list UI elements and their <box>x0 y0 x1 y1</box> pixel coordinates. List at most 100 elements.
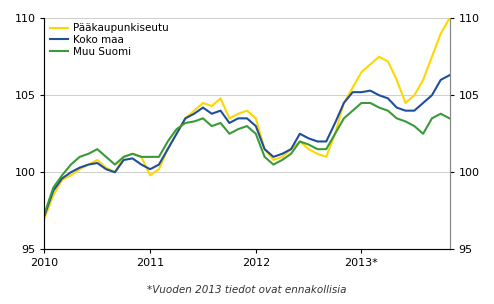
Muu Suomi <box>420 132 426 136</box>
Koko maa <box>77 166 82 169</box>
Koko maa <box>41 214 47 217</box>
Koko maa <box>315 140 321 143</box>
Koko maa <box>121 158 126 162</box>
Pääkaupunkiseutu <box>138 155 144 159</box>
Pääkaupunkiseutu <box>244 109 250 112</box>
Pääkaupunkiseutu <box>165 147 171 151</box>
Muu Suomi <box>341 116 347 120</box>
Pääkaupunkiseutu <box>112 171 118 174</box>
Muu Suomi <box>112 163 118 166</box>
Muu Suomi <box>412 124 417 128</box>
Koko maa <box>332 121 338 125</box>
Pääkaupunkiseutu <box>103 166 109 169</box>
Pääkaupunkiseutu <box>447 16 453 20</box>
Legend: Pääkaupunkiseutu, Koko maa, Muu Suomi: Pääkaupunkiseutu, Koko maa, Muu Suomi <box>47 21 170 59</box>
Pääkaupunkiseutu <box>200 101 206 105</box>
Koko maa <box>368 89 373 92</box>
Line: Pääkaupunkiseutu: Pääkaupunkiseutu <box>44 18 450 219</box>
Koko maa <box>85 163 91 166</box>
Koko maa <box>209 112 215 116</box>
Muu Suomi <box>138 155 144 159</box>
Muu Suomi <box>85 152 91 156</box>
Koko maa <box>226 121 232 125</box>
Muu Suomi <box>297 140 303 143</box>
Muu Suomi <box>438 112 444 116</box>
Pääkaupunkiseutu <box>173 132 179 136</box>
Muu Suomi <box>165 140 171 143</box>
Muu Suomi <box>103 155 109 159</box>
Muu Suomi <box>173 127 179 131</box>
Muu Suomi <box>147 155 153 159</box>
Pääkaupunkiseutu <box>350 86 356 89</box>
Koko maa <box>323 140 329 143</box>
Muu Suomi <box>121 155 126 159</box>
Pääkaupunkiseutu <box>323 155 329 159</box>
Pääkaupunkiseutu <box>191 109 197 112</box>
Koko maa <box>270 155 276 159</box>
Pääkaupunkiseutu <box>438 32 444 36</box>
Koko maa <box>420 101 426 105</box>
Muu Suomi <box>279 158 285 162</box>
Koko maa <box>438 78 444 82</box>
Muu Suomi <box>376 106 382 109</box>
Muu Suomi <box>59 174 65 177</box>
Muu Suomi <box>350 109 356 112</box>
Muu Suomi <box>394 116 400 120</box>
Pääkaupunkiseutu <box>41 217 47 220</box>
Pääkaupunkiseutu <box>420 78 426 82</box>
Muu Suomi <box>315 147 321 151</box>
Koko maa <box>350 90 356 94</box>
Koko maa <box>200 106 206 109</box>
Pääkaupunkiseutu <box>85 163 91 166</box>
Pääkaupunkiseutu <box>59 178 65 182</box>
Muu Suomi <box>191 119 197 123</box>
Pääkaupunkiseutu <box>368 63 373 66</box>
Koko maa <box>279 152 285 156</box>
Muu Suomi <box>306 143 312 146</box>
Muu Suomi <box>244 124 250 128</box>
Muu Suomi <box>226 132 232 136</box>
Koko maa <box>403 109 409 112</box>
Pääkaupunkiseutu <box>226 116 232 120</box>
Koko maa <box>359 90 365 94</box>
Koko maa <box>429 93 435 97</box>
Koko maa <box>412 109 417 112</box>
Muu Suomi <box>182 121 188 125</box>
Koko maa <box>165 147 171 151</box>
Koko maa <box>262 147 268 151</box>
Pääkaupunkiseutu <box>341 101 347 105</box>
Muu Suomi <box>447 116 453 120</box>
Koko maa <box>288 147 294 151</box>
Pääkaupunkiseutu <box>235 112 241 116</box>
Koko maa <box>138 163 144 166</box>
Pääkaupunkiseutu <box>332 132 338 136</box>
Muu Suomi <box>41 212 47 216</box>
Koko maa <box>156 163 162 166</box>
Muu Suomi <box>368 101 373 105</box>
Koko maa <box>218 109 224 112</box>
Pääkaupunkiseutu <box>94 158 100 162</box>
Pääkaupunkiseutu <box>182 116 188 120</box>
Pääkaupunkiseutu <box>262 147 268 151</box>
Koko maa <box>376 93 382 97</box>
Pääkaupunkiseutu <box>279 155 285 159</box>
Koko maa <box>447 73 453 77</box>
Pääkaupunkiseutu <box>306 147 312 151</box>
Muu Suomi <box>200 116 206 120</box>
Muu Suomi <box>385 109 391 112</box>
Koko maa <box>385 96 391 100</box>
Muu Suomi <box>323 147 329 151</box>
Pääkaupunkiseutu <box>147 174 153 177</box>
Muu Suomi <box>359 101 365 105</box>
Koko maa <box>68 171 74 174</box>
Pääkaupunkiseutu <box>253 116 259 120</box>
Muu Suomi <box>253 132 259 136</box>
Koko maa <box>59 177 65 180</box>
Pääkaupunkiseutu <box>50 194 56 197</box>
Koko maa <box>341 101 347 105</box>
Koko maa <box>173 132 179 136</box>
Pääkaupunkiseutu <box>218 96 224 100</box>
Pääkaupunkiseutu <box>429 55 435 59</box>
Muu Suomi <box>332 132 338 136</box>
Pääkaupunkiseutu <box>394 78 400 82</box>
